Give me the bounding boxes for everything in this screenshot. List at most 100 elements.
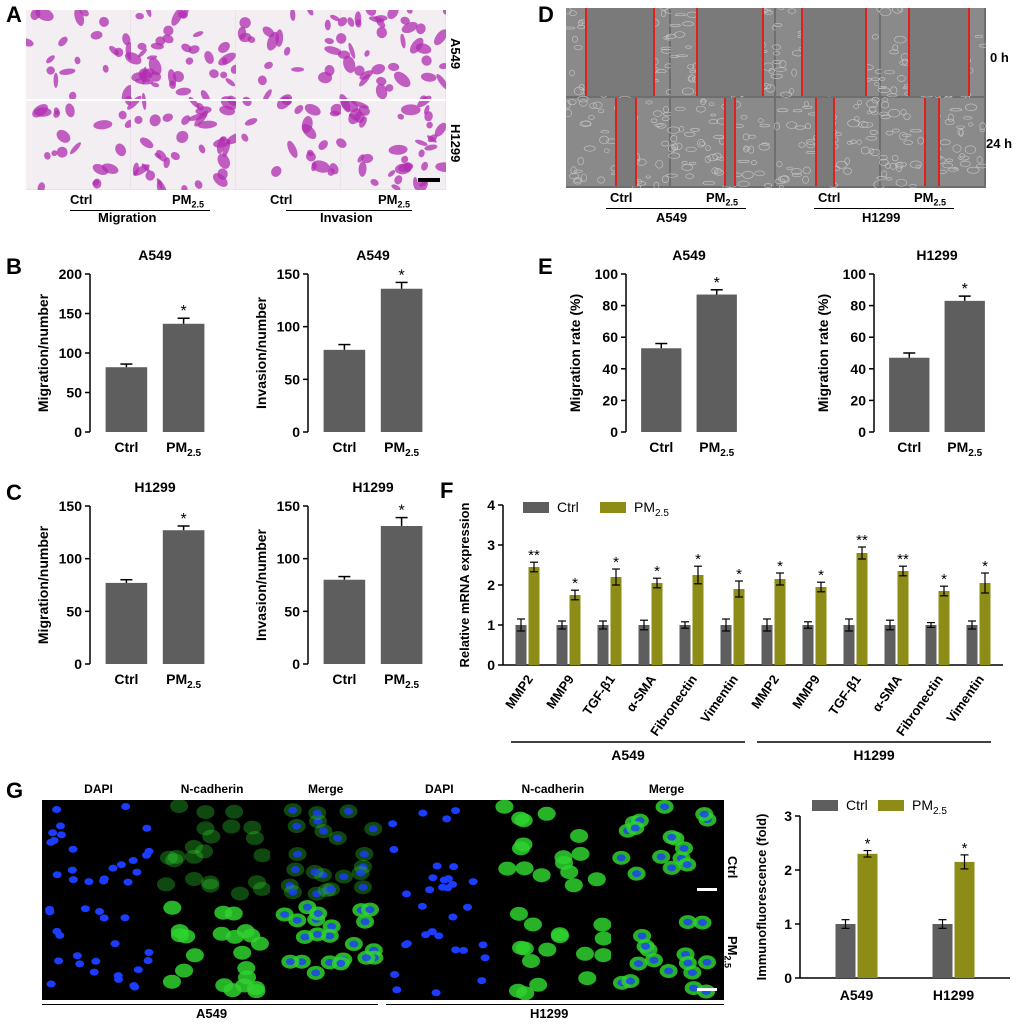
cell-outline bbox=[945, 158, 953, 163]
chart-c-invasion: H1299 0 50 100 150 Invasion/number Ctrl * PM2.5 bbox=[253, 479, 423, 691]
ncadherin-signal bbox=[514, 813, 533, 828]
cell-outline bbox=[976, 156, 983, 164]
cell-outline bbox=[871, 96, 880, 104]
chart-title: H1299 bbox=[352, 479, 393, 495]
ncadherin-signal bbox=[196, 805, 215, 820]
dapi-nucleus bbox=[285, 958, 295, 966]
cell-outline bbox=[794, 125, 806, 130]
stained-cell bbox=[393, 71, 411, 88]
bar bbox=[597, 625, 609, 665]
dapi-nucleus bbox=[434, 932, 444, 940]
stained-cell bbox=[385, 84, 394, 92]
ncadherin-signal bbox=[522, 954, 541, 969]
cell-outline bbox=[869, 148, 881, 157]
chart-c-migration: H1299 0 50 100 150 Migration/number Ctrl * PM2.5 bbox=[35, 479, 205, 691]
chart-title: A549 bbox=[356, 247, 390, 263]
stained-cell bbox=[51, 150, 58, 157]
legend-label: PM2.5 bbox=[634, 499, 669, 519]
bar bbox=[569, 595, 581, 665]
cell-outline bbox=[880, 114, 891, 120]
wound-micrographs bbox=[566, 8, 986, 188]
ncadherin-signal bbox=[516, 986, 535, 1000]
dapi-nucleus bbox=[480, 954, 490, 962]
cell-outline bbox=[567, 99, 577, 106]
subscript: 2.5 bbox=[655, 508, 669, 519]
y-tick-label: 100 bbox=[843, 266, 867, 282]
stained-cell bbox=[196, 102, 204, 111]
stained-cell bbox=[416, 23, 426, 35]
cell-outline bbox=[681, 161, 688, 165]
cell-outline bbox=[884, 70, 896, 75]
cell-outline bbox=[975, 34, 983, 39]
bar bbox=[761, 625, 773, 665]
stained-cell bbox=[118, 110, 127, 120]
panel-label-f: F bbox=[440, 478, 454, 503]
y-tick-label: 0 bbox=[74, 424, 82, 440]
stained-cell bbox=[311, 160, 331, 173]
cell-outline bbox=[860, 146, 870, 155]
dapi-nucleus bbox=[116, 861, 126, 869]
stained-cell bbox=[220, 71, 228, 79]
dapi-nucleus bbox=[361, 954, 371, 962]
y-axis-label: Migration/number bbox=[35, 293, 51, 412]
y-tick-label: 100 bbox=[277, 551, 301, 567]
cell-outline bbox=[976, 163, 986, 169]
dapi-nucleus bbox=[683, 918, 693, 926]
dapi-nucleus bbox=[311, 969, 321, 977]
cell-outline bbox=[742, 170, 754, 179]
significance-mark: * bbox=[613, 554, 619, 571]
cell-outline bbox=[871, 110, 878, 116]
d-a549-line bbox=[606, 208, 746, 209]
stained-cell bbox=[364, 50, 370, 57]
dapi-nucleus bbox=[318, 827, 328, 835]
ncadherin-signal bbox=[230, 886, 249, 901]
significance-mark: ** bbox=[528, 547, 540, 564]
y-tick-label: 100 bbox=[277, 319, 301, 335]
cell-outline bbox=[573, 86, 585, 96]
cell-outline bbox=[758, 143, 770, 151]
significance-mark: * bbox=[818, 567, 824, 584]
dapi-nucleus bbox=[108, 864, 118, 872]
cell-outline bbox=[903, 140, 914, 145]
cell-outline bbox=[779, 175, 790, 184]
ncadherin-signal bbox=[238, 970, 257, 985]
chart-b-invasion: A549 0 50 100 150 Invasion/number Ctrl * PM2.5 bbox=[253, 247, 423, 459]
cell-outline bbox=[909, 184, 917, 188]
dapi-nucleus bbox=[297, 958, 307, 966]
stained-cell bbox=[92, 178, 102, 189]
cell-outline bbox=[791, 168, 802, 175]
bar bbox=[380, 526, 423, 664]
row-label-0h: 0 h bbox=[990, 50, 1009, 65]
dapi-nucleus bbox=[68, 845, 78, 853]
y-tick-label: 3 bbox=[784, 808, 792, 824]
cell-outline bbox=[705, 145, 711, 152]
dapi-nucleus bbox=[326, 885, 336, 893]
dapi-nucleus bbox=[288, 806, 298, 814]
ncadherin-signal bbox=[498, 861, 517, 876]
bar bbox=[857, 853, 878, 978]
cell-outline bbox=[698, 141, 706, 146]
stained-cell bbox=[330, 103, 344, 116]
cell-outline bbox=[778, 184, 784, 188]
cell-outline bbox=[754, 170, 765, 177]
cell-outline bbox=[879, 8, 892, 17]
y-tick-label: 80 bbox=[602, 298, 618, 314]
ncadherin-signal bbox=[225, 929, 244, 944]
dapi-nucleus bbox=[52, 871, 62, 879]
cell-outline bbox=[748, 145, 755, 154]
stained-cell bbox=[421, 55, 432, 66]
cell-outline bbox=[865, 135, 878, 141]
stained-cell bbox=[56, 146, 68, 158]
dapi-nucleus bbox=[388, 820, 398, 828]
cell-outline bbox=[901, 58, 908, 65]
stained-cell bbox=[271, 166, 282, 177]
stained-cell bbox=[181, 115, 191, 125]
cell-outline bbox=[674, 106, 686, 112]
y-tick-label: 20 bbox=[602, 392, 618, 408]
panel-label-c: C bbox=[6, 480, 22, 505]
cell-outline bbox=[660, 10, 666, 18]
ncadherin-signal bbox=[159, 850, 178, 865]
dapi-nucleus bbox=[292, 850, 302, 858]
dapi-nucleus bbox=[67, 866, 77, 874]
dapi-nucleus bbox=[660, 803, 670, 811]
